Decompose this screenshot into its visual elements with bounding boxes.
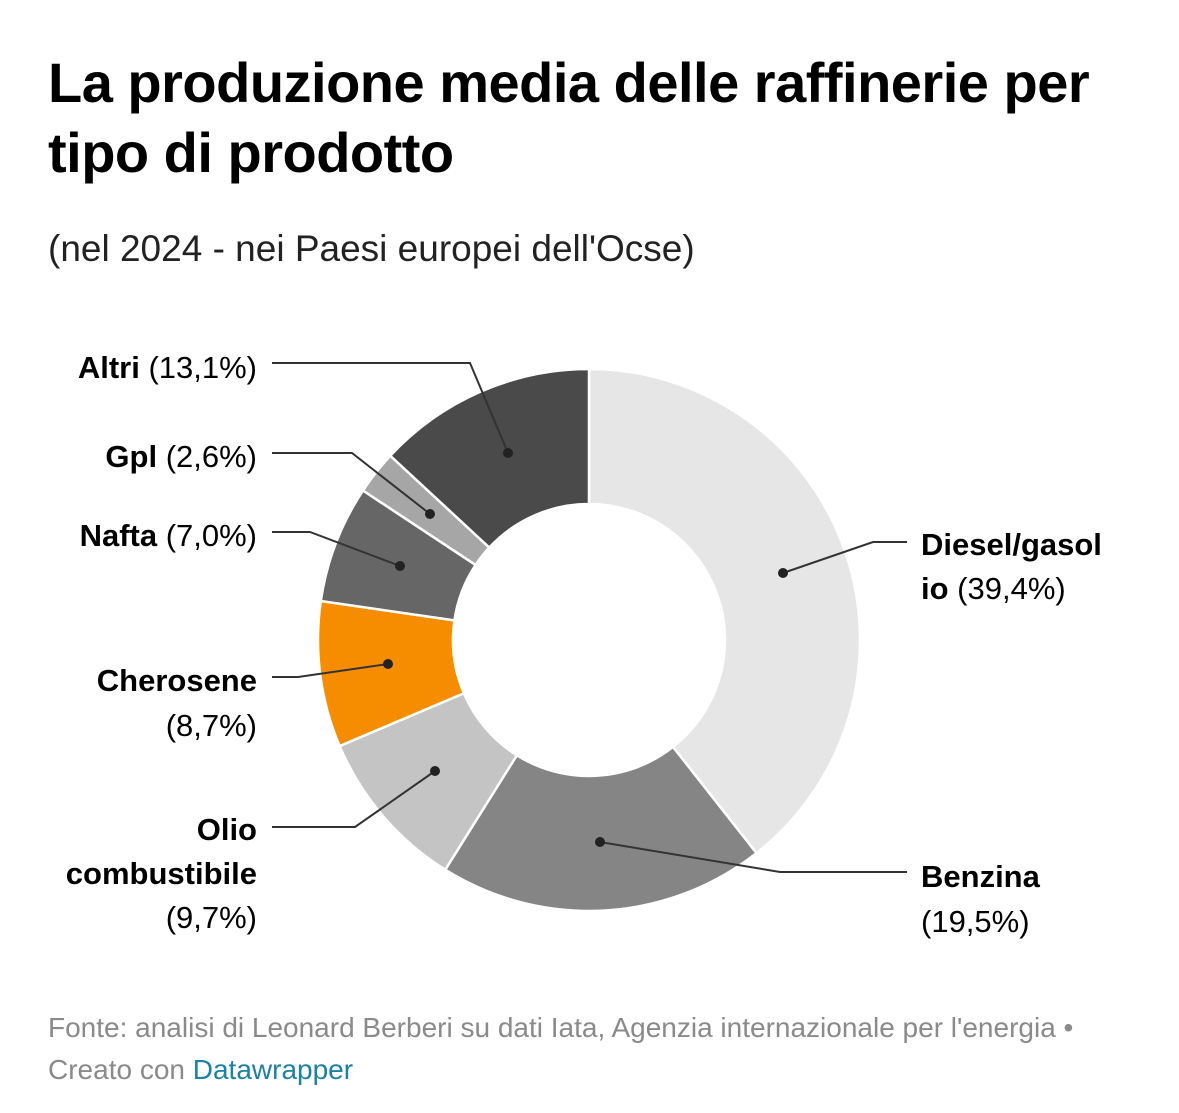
label-gpl: Gpl (2,6%) bbox=[105, 439, 257, 474]
leader-dot-altri bbox=[503, 448, 513, 458]
label-value: (7,0%) bbox=[157, 518, 257, 553]
label-name: Cherosene bbox=[97, 663, 257, 698]
label-leader-lines bbox=[272, 362, 907, 873]
label-name: Nafta bbox=[80, 518, 158, 553]
datawrapper-link[interactable]: Datawrapper bbox=[192, 1054, 354, 1085]
label-name: Gpl bbox=[105, 439, 157, 474]
slice-diesel-gasolio[interactable] bbox=[587, 367, 862, 855]
leader-line-gpl bbox=[272, 452, 431, 515]
label-altri: Altri (13,1%) bbox=[78, 350, 257, 385]
label-value: (2,6%) bbox=[157, 439, 257, 474]
label-value: (13,1%) bbox=[140, 350, 257, 385]
label-value: (19,5%) bbox=[921, 904, 1030, 939]
leader-dot-diesel-gasolio bbox=[778, 568, 788, 578]
donut-slices bbox=[316, 367, 862, 913]
leader-dot-olio-combustibile bbox=[430, 766, 440, 776]
label-nafta: Nafta (7,0%) bbox=[80, 518, 257, 553]
slice-labels: Diesel/gasol io (39,4%) Benzina (19,5%) Olio… bbox=[66, 350, 1102, 939]
label-name: Benzina bbox=[921, 859, 1041, 894]
label-benzina: Benzina (19,5%) bbox=[921, 859, 1041, 939]
label-diesel-gasolio: Diesel/gasol io (39,4%) bbox=[921, 527, 1102, 606]
label-name: io bbox=[921, 571, 949, 606]
created-with-note: Creato con bbox=[48, 1054, 193, 1085]
leader-dot-cherosene bbox=[383, 659, 393, 669]
chart-title: La produzione media delle raffinerie per… bbox=[48, 51, 1090, 184]
label-name: Olio bbox=[197, 812, 257, 847]
leader-dot-benzina bbox=[595, 837, 605, 847]
leader-dot-gpl bbox=[425, 509, 435, 519]
leader-line-cherosene bbox=[272, 663, 389, 678]
leader-line-altri bbox=[272, 362, 509, 454]
leader-line-benzina bbox=[599, 841, 907, 873]
label-value: (9,7%) bbox=[166, 900, 257, 935]
leader-line-nafta bbox=[272, 531, 401, 567]
leader-line-olio-combustibile bbox=[272, 770, 436, 828]
label-value: (8,7%) bbox=[166, 708, 257, 743]
label-value: (39,4%) bbox=[949, 571, 1066, 606]
label-name: combustibile bbox=[66, 856, 257, 891]
slice-benzina[interactable] bbox=[443, 745, 758, 913]
label-olio-combustibile: Olio combustibile (9,7%) bbox=[66, 812, 257, 935]
footer-separator: • bbox=[1055, 1012, 1074, 1043]
label-cherosene: Cherosene (8,7%) bbox=[97, 663, 257, 743]
label-name: Altri bbox=[78, 350, 140, 385]
slice-altri[interactable] bbox=[389, 367, 591, 549]
leader-line-diesel-gasolio bbox=[782, 541, 907, 574]
chart-footer: Fonte: analisi di Leonard Berberi su dat… bbox=[48, 1007, 1138, 1091]
source-note: Fonte: analisi di Leonard Berberi su dat… bbox=[48, 1012, 1056, 1043]
chart-subtitle: (nel 2024 - nei Paesi europei dell'Ocse) bbox=[48, 228, 695, 269]
label-name: Diesel/gasol bbox=[921, 527, 1102, 562]
leader-dot-nafta bbox=[395, 561, 405, 571]
